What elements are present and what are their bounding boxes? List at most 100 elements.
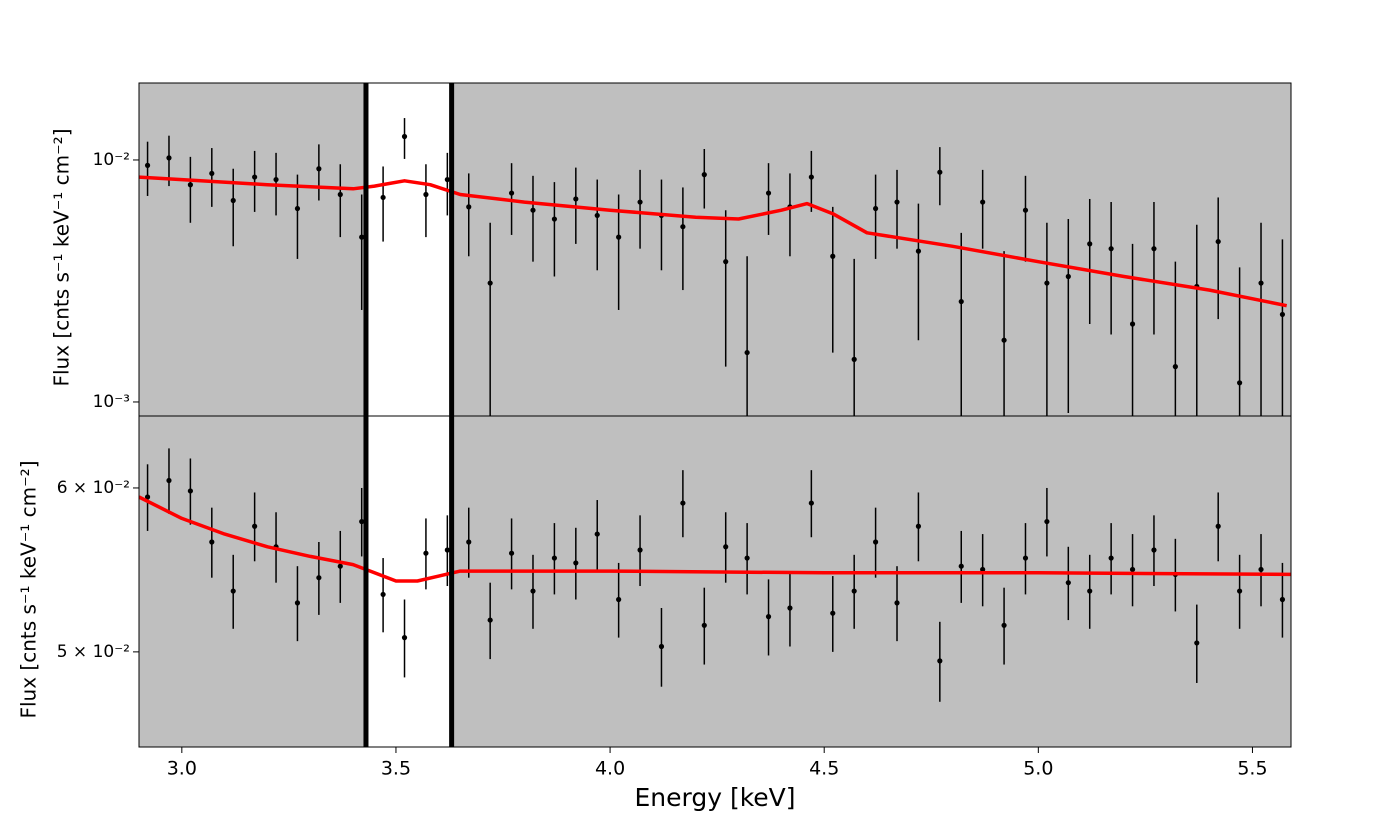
data-point — [744, 555, 750, 561]
data-point — [1108, 246, 1114, 252]
data-point — [573, 196, 579, 202]
model-line — [139, 495, 1291, 583]
data-point — [187, 182, 193, 188]
plot-area — [139, 83, 1288, 416]
data-point — [466, 539, 472, 545]
data-point — [1022, 555, 1029, 561]
data-point — [723, 259, 729, 265]
data-point — [401, 635, 408, 641]
data-point — [144, 494, 151, 500]
data-point — [359, 234, 365, 240]
data-point — [723, 544, 729, 550]
data-point — [487, 617, 493, 623]
data-point — [1258, 566, 1264, 573]
data-point — [808, 174, 814, 180]
data-point — [273, 176, 279, 183]
data-point — [680, 224, 686, 230]
data-point — [851, 588, 857, 594]
data-point — [872, 205, 879, 212]
data-point — [658, 643, 665, 650]
data-point — [594, 531, 600, 537]
data-point — [1022, 207, 1029, 213]
data-point — [359, 518, 365, 525]
data-point — [230, 588, 236, 594]
data-point — [337, 191, 343, 198]
model-line — [139, 175, 1288, 308]
data-point — [316, 166, 322, 172]
x-tick-label: 5.0 — [1023, 758, 1053, 780]
plot-background — [139, 83, 1291, 416]
data-point — [401, 133, 408, 140]
data-point — [616, 234, 622, 240]
plot-frame — [138, 415, 1292, 748]
data-point — [958, 563, 964, 569]
x-tick-label: 3.0 — [167, 758, 197, 780]
data-point — [530, 588, 536, 594]
data-point — [1087, 241, 1093, 247]
x-axis-label: Energy [keV] — [634, 783, 795, 812]
data-point — [1001, 622, 1007, 628]
data-point — [508, 190, 515, 196]
data-point — [316, 575, 322, 581]
data-point — [637, 199, 643, 205]
y-tick-label: 5 × 10⁻² — [57, 642, 130, 662]
data-point — [637, 547, 643, 553]
plot-background — [139, 416, 1291, 747]
data-point — [1044, 280, 1050, 286]
data-point — [252, 523, 258, 529]
data-point — [1237, 380, 1243, 386]
data-point — [166, 477, 172, 484]
y-axis-label: Flux [cnts s⁻¹ keV⁻¹ cm⁻²] — [50, 128, 74, 386]
data-point — [1065, 273, 1071, 280]
data-point — [701, 622, 707, 628]
excluded-band — [365, 83, 452, 416]
data-point — [851, 356, 857, 362]
data-point — [144, 162, 151, 168]
data-point — [701, 172, 707, 178]
data-point — [1279, 596, 1286, 603]
x-tick-label: 3.5 — [381, 758, 411, 780]
x-tick-label: 4.0 — [595, 758, 625, 780]
data-point — [423, 550, 429, 556]
data-point — [380, 194, 386, 201]
data-point — [937, 658, 943, 664]
data-point — [980, 566, 986, 573]
y-tick-label: 6 × 10⁻² — [57, 478, 130, 498]
data-point — [1215, 238, 1221, 245]
data-point — [551, 216, 558, 222]
data-point — [787, 605, 793, 611]
data-point — [808, 500, 814, 506]
data-point — [252, 174, 258, 180]
data-point — [765, 190, 772, 196]
data-point — [337, 563, 343, 569]
data-point — [594, 212, 600, 219]
data-point — [444, 176, 450, 183]
data-point — [508, 550, 515, 556]
data-point — [1258, 280, 1264, 286]
data-point — [1044, 518, 1050, 525]
data-point — [1108, 555, 1114, 561]
data-point — [680, 500, 686, 506]
data-point — [915, 523, 922, 529]
data-point — [551, 555, 558, 561]
data-point — [1001, 337, 1007, 343]
data-point — [744, 349, 750, 356]
data-point — [1215, 523, 1221, 529]
data-point — [1172, 364, 1178, 370]
data-point — [423, 191, 429, 198]
data-point — [1151, 246, 1157, 252]
data-point — [466, 204, 472, 210]
x-tick-label: 5.5 — [1237, 758, 1267, 780]
data-point — [444, 547, 450, 553]
data-point — [1129, 566, 1136, 573]
data-point — [1087, 588, 1093, 594]
data-point — [830, 253, 836, 259]
data-point — [187, 488, 193, 494]
data-point — [1279, 311, 1286, 318]
data-point — [765, 614, 772, 620]
data-point — [1151, 547, 1157, 553]
data-point — [487, 280, 493, 286]
data-point — [830, 610, 836, 616]
data-point — [872, 539, 879, 545]
